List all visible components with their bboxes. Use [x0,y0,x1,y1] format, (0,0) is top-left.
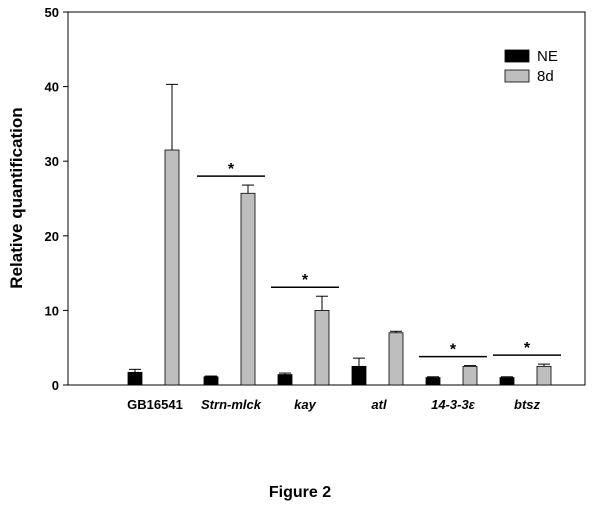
bar-NE-5 [499,377,515,386]
x-tick-label-4: 14-3-3ε [431,397,476,412]
y-tick-label-3: 30 [45,154,59,169]
y-axis-label: Relative quantification [7,107,26,288]
bar-NE-4 [425,377,441,386]
bar-chart: 0 10 20 30 40 50 GB16541 Strn-mlck kay atl 14-3-3ε… [7,5,586,412]
y-tick-label-2: 20 [45,229,59,244]
bar-NE-1 [203,376,219,386]
figure-caption: Figure 2 [268,484,332,501]
significance-star-5: * [524,340,531,357]
significance-star-1: * [228,161,235,178]
error-bars [129,83,550,378]
x-tick-label-2: kay [294,397,316,412]
significance-markers: * * * * [197,161,561,359]
bar-8d-4 [462,365,478,386]
legend-swatch-NE [504,49,530,63]
x-tick-label-1: Strn-mlck [201,397,262,412]
legend-label-NE: NE [537,48,558,65]
legend-label-8d: 8d [537,68,554,85]
y-tick-label-4: 40 [45,80,59,95]
y-tick-label-5: 50 [45,5,59,20]
bar-NE-3 [351,365,367,386]
bar-8d-5 [536,365,552,386]
legend-swatch-8d [504,69,530,83]
bar-8d-1 [240,192,256,386]
legend: NE 8d [504,48,558,85]
bar-NE-0 [127,371,143,386]
bar-8d-2 [314,309,330,386]
x-tick-label-5: btsz [514,397,541,412]
bars [127,149,552,386]
y-tick-label-1: 10 [45,303,59,318]
x-tick-label-3: atl [371,397,387,412]
bar-NE-2 [277,374,293,386]
bar-8d-3 [388,332,404,386]
significance-star-4: * [450,342,457,359]
y-tick-label-0: 0 [52,378,59,393]
bar-8d-0 [164,149,180,386]
significance-star-2: * [302,272,309,289]
x-tick-label-0: GB16541 [127,397,183,412]
